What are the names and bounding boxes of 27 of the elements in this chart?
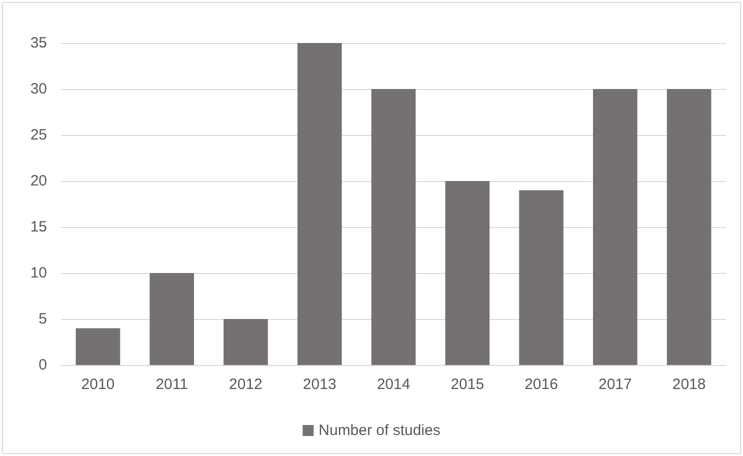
y-tick-label: 30 — [30, 80, 47, 98]
bar — [666, 89, 712, 365]
bar — [150, 273, 194, 365]
x-tick-label: 2010 — [81, 376, 115, 393]
x-tick-label: 2015 — [450, 376, 484, 393]
bar — [224, 319, 268, 365]
x-tick-label: 2011 — [156, 376, 188, 393]
bar — [371, 89, 416, 365]
bar — [519, 190, 564, 365]
y-tick-label: 5 — [38, 310, 47, 328]
x-tick-label: 2018 — [672, 376, 706, 393]
y-tick-label: 20 — [30, 172, 47, 190]
bar — [76, 328, 120, 365]
x-tick-label: 2012 — [229, 376, 262, 393]
legend-label: Number of studies — [318, 422, 440, 439]
bar — [445, 181, 490, 365]
x-tick-label: 2014 — [376, 376, 410, 393]
y-tick-label: 15 — [30, 218, 47, 236]
y-tick-label: 35 — [30, 34, 47, 52]
bar — [593, 89, 638, 365]
x-tick-label: 2016 — [524, 376, 558, 393]
y-tick-label: 10 — [30, 264, 47, 282]
x-tick-label: 2017 — [598, 376, 632, 393]
y-tick-label: 25 — [30, 126, 47, 144]
bar — [297, 43, 342, 365]
y-tick-label: 0 — [38, 356, 47, 374]
x-tick-label: 2013 — [302, 376, 336, 393]
